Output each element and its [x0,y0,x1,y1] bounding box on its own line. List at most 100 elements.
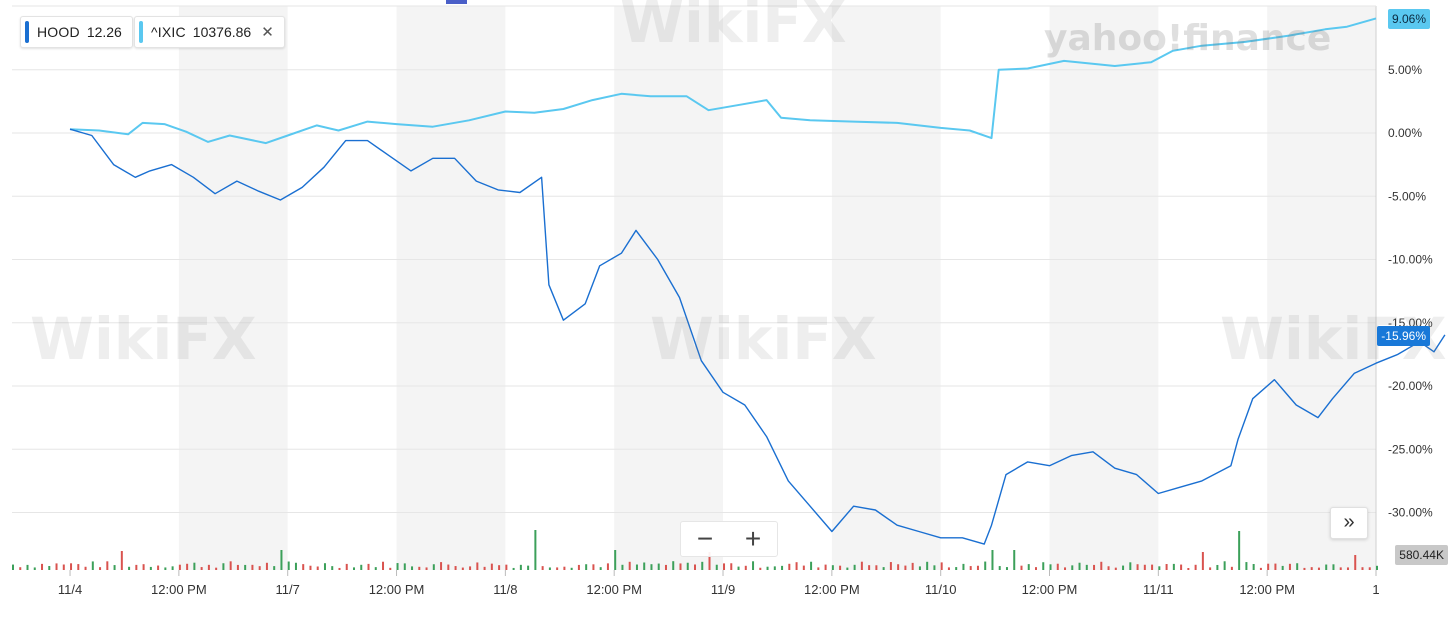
volume-bar [1122,565,1125,570]
volume-bar [839,565,842,570]
volume-bar [802,565,805,570]
volume-bar [273,566,276,570]
volume-bar [505,564,508,570]
legend-item-ixic[interactable]: ^IXIC 10376.86 ✕ [134,16,285,48]
volume-bar [882,567,885,570]
volume-bar [1303,567,1306,570]
volume-bar [614,550,617,570]
close-icon[interactable]: ✕ [261,24,274,41]
volume-bar [374,567,377,570]
expand-chart-button[interactable]: » [1330,507,1368,539]
volume-bar [781,565,784,570]
volume-bar [998,566,1001,570]
volume-bar [309,565,312,570]
volume-bar [70,563,73,570]
volume-bar [1201,552,1204,570]
volume-bar [91,561,94,570]
volume-bar [1361,567,1364,570]
volume-bar [984,561,987,570]
volume-bar [918,566,921,570]
volume-bar [1093,564,1096,570]
legend-value-ixic: 10376.86 [192,24,252,40]
volume-bar [795,562,798,570]
volume-bar [664,564,667,570]
volume-bar [1274,563,1277,570]
volume-bar [207,564,210,570]
legend-value-hood: 12.26 [86,24,122,40]
volume-bar [592,564,595,570]
hood-last-value-badge: -15.96% [1377,326,1430,346]
volume-bar [41,563,44,570]
series-line-ixic [69,17,1377,145]
volume-bar [1194,564,1197,570]
legend-item-hood[interactable]: HOOD 12.26 [20,16,133,48]
x-tick-label: 11/4 [58,582,82,597]
series-line-hood [69,128,1446,545]
volume-bar [476,562,479,570]
volume-bar [831,565,834,570]
volume-bar [128,566,131,570]
y-tick-label: 0.00% [1388,126,1422,140]
volume-bar [730,563,733,570]
volume-bar [1027,564,1030,570]
volume-bar [1368,567,1371,570]
volume-bar [483,566,486,570]
volume-bar [1376,565,1378,570]
wikifx-watermark: WikiFX [650,305,877,373]
volume-bar [1180,564,1183,570]
volume-bar [48,566,51,570]
zoom-out-button[interactable]: − [696,523,714,554]
volume-bar [911,562,914,570]
volume-bar [418,566,421,570]
volume-bar [33,567,36,570]
volume-bar [1187,567,1190,570]
ixic-last-value-badge: 9.06% [1387,9,1430,29]
x-tick-label: 12:00 PM [1239,582,1295,597]
volume-bar [889,562,892,570]
x-tick-label: 11/7 [276,582,300,597]
shaded-band [1049,6,1159,570]
volume-bar [976,565,979,570]
volume-bar [556,567,559,570]
volume-bar [323,563,326,570]
volume-bar [62,564,65,570]
volume-bar [149,566,152,570]
volume-bar [302,564,305,570]
volume-bar [947,567,950,570]
volume-bar [672,561,675,570]
volume-bar [287,561,290,570]
volume-bar [12,564,14,570]
volume-bar [84,566,87,570]
volume-bar [708,552,711,570]
volume-bar [824,564,827,570]
volume-bar [628,561,631,570]
x-tick-label: 11/10 [925,582,957,597]
zoom-in-button[interactable]: + [744,523,762,554]
volume-bar [19,567,22,570]
volume-bar [1281,565,1284,570]
volume-bar [860,561,863,570]
volume-bar [969,566,972,570]
volume-bar [701,561,704,570]
volume-bar [1354,555,1357,570]
x-tick-label: 12:00 PM [586,582,642,597]
volume-bar [875,565,878,570]
volume-bar [113,565,116,570]
volume-bar [1238,531,1241,570]
volume-bar [1332,564,1335,570]
volume-bar [193,562,196,570]
volume-bar [940,562,943,570]
volume-bar [621,564,624,570]
volume-bar [1013,550,1016,570]
shaded-band [178,6,288,570]
volume-bar [432,564,435,570]
volume-bar [650,564,653,570]
legend-symbol-ixic: ^IXIC [151,24,186,40]
y-tick-label: 5.00% [1388,63,1422,77]
volume-bar [1245,562,1248,570]
volume-bar [1136,564,1139,570]
volume-bar [1129,562,1132,570]
volume-bar [1158,566,1161,570]
volume-bar [1216,564,1219,570]
